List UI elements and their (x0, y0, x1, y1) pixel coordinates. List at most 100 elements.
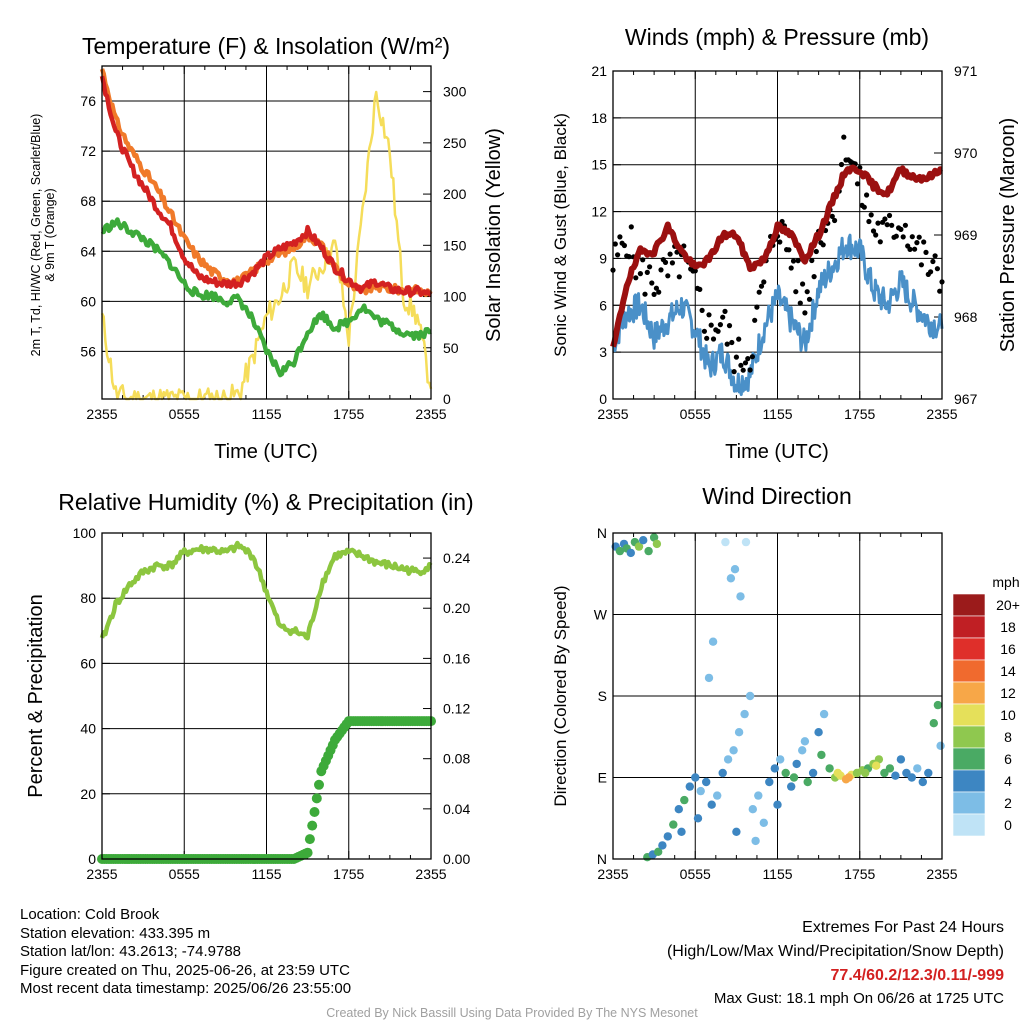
temp-y2tick-label: 0 (443, 391, 451, 407)
dir-xtick-label: 1755 (844, 866, 875, 882)
direction-point (819, 709, 829, 719)
rh-ytick-label: 60 (80, 655, 96, 671)
colorbar-swatch (952, 813, 986, 837)
gust-point (717, 322, 724, 328)
dir-xtick-label: 2355 (597, 866, 628, 882)
direction-point (745, 691, 755, 701)
gust-point (804, 289, 810, 295)
gust-point (793, 289, 799, 295)
rh-y2tick-label: 0.20 (443, 600, 470, 616)
credit-line: Created By Nick Bassill Using Data Provi… (326, 1006, 698, 1020)
temp-y2tick-label: 100 (443, 289, 467, 305)
direction-point (696, 786, 705, 796)
rh-xtick-label: 0555 (169, 866, 200, 882)
gust-point (633, 275, 639, 281)
gust-point (726, 323, 733, 329)
gust-point (617, 234, 623, 240)
colorbar-label: 4 (1004, 773, 1012, 789)
wind-frame (612, 70, 943, 400)
direction-point (726, 574, 736, 583)
gust-point (868, 212, 874, 218)
station-elevation: Station elevation: 433.395 m (20, 924, 211, 942)
gust-point (800, 281, 806, 287)
gust-point (644, 269, 650, 275)
colorbar-swatch (952, 637, 986, 661)
temp-xtick-label: 2355 (415, 406, 446, 422)
wind-ytick-label: 6 (599, 297, 607, 313)
direction-point (924, 768, 933, 778)
wind-y2tick-label: 969 (954, 227, 978, 243)
direction-point (929, 719, 938, 728)
direction-point (644, 546, 653, 556)
gust-point (615, 252, 621, 258)
direction-point (765, 777, 774, 787)
gust-point (742, 360, 749, 366)
colorbar-label: 6 (1004, 751, 1012, 767)
rh-line (99, 540, 433, 641)
temp-xtick-label: 2355 (86, 406, 117, 422)
temp-ytick-label: 68 (80, 193, 96, 209)
gust-point (662, 259, 669, 265)
gust-point (813, 248, 819, 255)
gust-point (640, 257, 646, 263)
direction-point (798, 746, 807, 755)
gust-point (749, 354, 756, 360)
gust-point (882, 216, 888, 222)
temp-ylabel-line: & 9m T (Orange) (43, 188, 57, 281)
gust-point (649, 280, 655, 286)
rh-title: Relative Humidity (%) & Precipitation (i… (58, 489, 473, 515)
direction-point (896, 755, 906, 764)
temp-ylabel: 2m T, Td, HI/WC (Red, Green, Scarlet/Blu… (29, 114, 57, 357)
precip-point (302, 847, 313, 858)
direction-point (872, 761, 881, 770)
direction-point (770, 764, 779, 773)
colorbar-label: 10 (1000, 707, 1016, 723)
direction-point (781, 768, 790, 778)
station-info: Location: Cold Brook Station elevation: … (20, 906, 351, 999)
wind-ylabel2: Station Pressure (Maroon) (997, 118, 1019, 353)
rh-y2tick-label: 0.24 (443, 550, 470, 566)
extremes-values: 77.4/60.2/12.3/0.11/-999 (830, 967, 1004, 984)
gust-point (866, 218, 872, 225)
gust-point (752, 317, 758, 323)
direction-point (708, 637, 718, 646)
direction-point (748, 805, 757, 814)
temp-y2tick-label: 300 (443, 84, 467, 100)
gust-point (669, 260, 676, 266)
wind-y2tick-label: 967 (954, 391, 978, 407)
direction-point (649, 533, 659, 542)
gust-point (626, 254, 632, 260)
direction-point (723, 755, 733, 764)
direction-point (713, 791, 722, 800)
colorbar-label: 14 (1000, 663, 1016, 679)
recent-data-timestamp: Most recent data timestamp: 2025/06/26 2… (20, 980, 352, 997)
wind-ylabel: Sonic Wind & Gust (Blue, Black) (551, 113, 570, 357)
gust-point (916, 234, 922, 240)
temp-xlabel: Time (UTC) (214, 441, 318, 463)
extremes-subtitle: (High/Low/Max Wind/Precipitation/Snow De… (666, 943, 1004, 960)
gust-point (932, 253, 938, 259)
direction-point (626, 548, 635, 558)
gust-point (806, 296, 813, 302)
direction-point (674, 805, 683, 814)
gust-point (797, 300, 803, 306)
dir-ytick-label: N (597, 525, 607, 541)
gust-point (914, 240, 920, 246)
direction-point (817, 750, 826, 760)
direction-point (702, 777, 711, 787)
wind-title: Winds (mph) & Pressure (mb) (625, 24, 929, 50)
gust-point (706, 312, 712, 318)
direction-point (885, 764, 895, 773)
gust-point (738, 362, 744, 368)
rh-y2tick-label: 0.16 (443, 650, 470, 666)
dir-frame (612, 532, 943, 860)
temp-y2tick-label: 200 (443, 186, 467, 202)
rh-ytick-label: 40 (80, 721, 96, 737)
direction-point (776, 755, 785, 764)
gust-point (758, 283, 765, 289)
direction-point (704, 673, 714, 683)
direction-point (874, 755, 884, 764)
colorbar-label: 2 (1004, 795, 1012, 811)
direction-point (634, 542, 644, 551)
